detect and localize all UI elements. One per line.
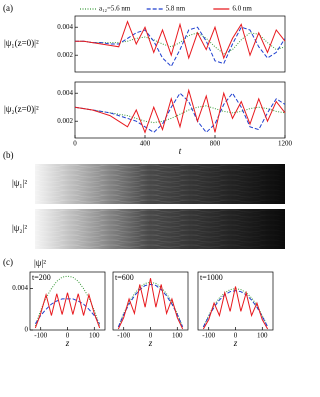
y-axis-label: |ψ₁(z=0)|² [4, 38, 39, 48]
x-tick-label: 100 [257, 332, 268, 340]
x-axis-label: z [233, 338, 238, 348]
x-tick-label: 1200 [278, 140, 293, 148]
x-tick-label: 0 [234, 332, 238, 340]
y-tick-label: 0 [25, 326, 29, 334]
figure: (a) (b) (c) |ψ₁|² |ψ₂|² 0.002 0.004 a₁₂=5.… [3, 3, 293, 348]
data-line [74, 88, 286, 134]
data-line [117, 281, 184, 328]
x-axis-label: z [65, 338, 70, 348]
x-axis-label: z [148, 338, 153, 348]
x-tick-label: -100 [34, 332, 47, 340]
data-line [34, 292, 101, 329]
x-tick-label: -100 [202, 332, 215, 340]
legend-label: 5.8 nm [166, 5, 186, 13]
image-label: |ψ₁|² [12, 178, 27, 188]
y-axis-label: |ψ|² [34, 258, 46, 268]
y-tick-label: 0.004 [57, 23, 73, 31]
x-tick-label: 800 [210, 140, 221, 148]
legend-label: 6.0 nm [232, 5, 252, 13]
legend-label: a₁₂=5.6 nm [99, 5, 131, 13]
panel-label: (b) [3, 150, 14, 160]
chart-title: t=200 [32, 273, 51, 282]
x-tick-label: 0 [66, 332, 70, 340]
data-line [34, 275, 101, 327]
plot-frame [74, 81, 286, 139]
x-tick-label: 0 [73, 140, 77, 148]
density-image [35, 209, 285, 249]
data-line [202, 288, 269, 328]
x-tick-label: 100 [89, 332, 100, 340]
image-label: |ψ₂|² [12, 223, 27, 233]
chart-title: t=1000 [200, 273, 223, 282]
data-line [202, 290, 269, 328]
data-line [75, 20, 286, 60]
x-tick-label: -100 [117, 332, 130, 340]
x-tick-label: 0 [149, 332, 153, 340]
y-axis-label: |ψ₂(z=0)|² [4, 104, 39, 114]
x-tick-label: 400 [140, 140, 151, 148]
data-line [75, 32, 286, 55]
data-line [75, 26, 286, 68]
density-image [35, 164, 285, 204]
panel-label: (a) [3, 3, 13, 13]
data-line [117, 278, 184, 330]
x-axis-label: t [179, 146, 182, 156]
y-tick-label: 0.002 [57, 51, 73, 59]
data-line [202, 286, 269, 330]
x-tick-label: 100 [172, 332, 183, 340]
plot-frame [74, 15, 286, 73]
data-line [74, 105, 286, 124]
y-tick-label: 0.004 [57, 89, 73, 97]
y-tick-label: 0.002 [57, 117, 73, 125]
y-tick-label: 0.004 [12, 284, 28, 292]
data-line [74, 92, 286, 134]
data-line [117, 283, 184, 328]
panel-label: (c) [3, 257, 13, 267]
data-line [34, 298, 101, 325]
chart-title: t=600 [115, 273, 134, 282]
